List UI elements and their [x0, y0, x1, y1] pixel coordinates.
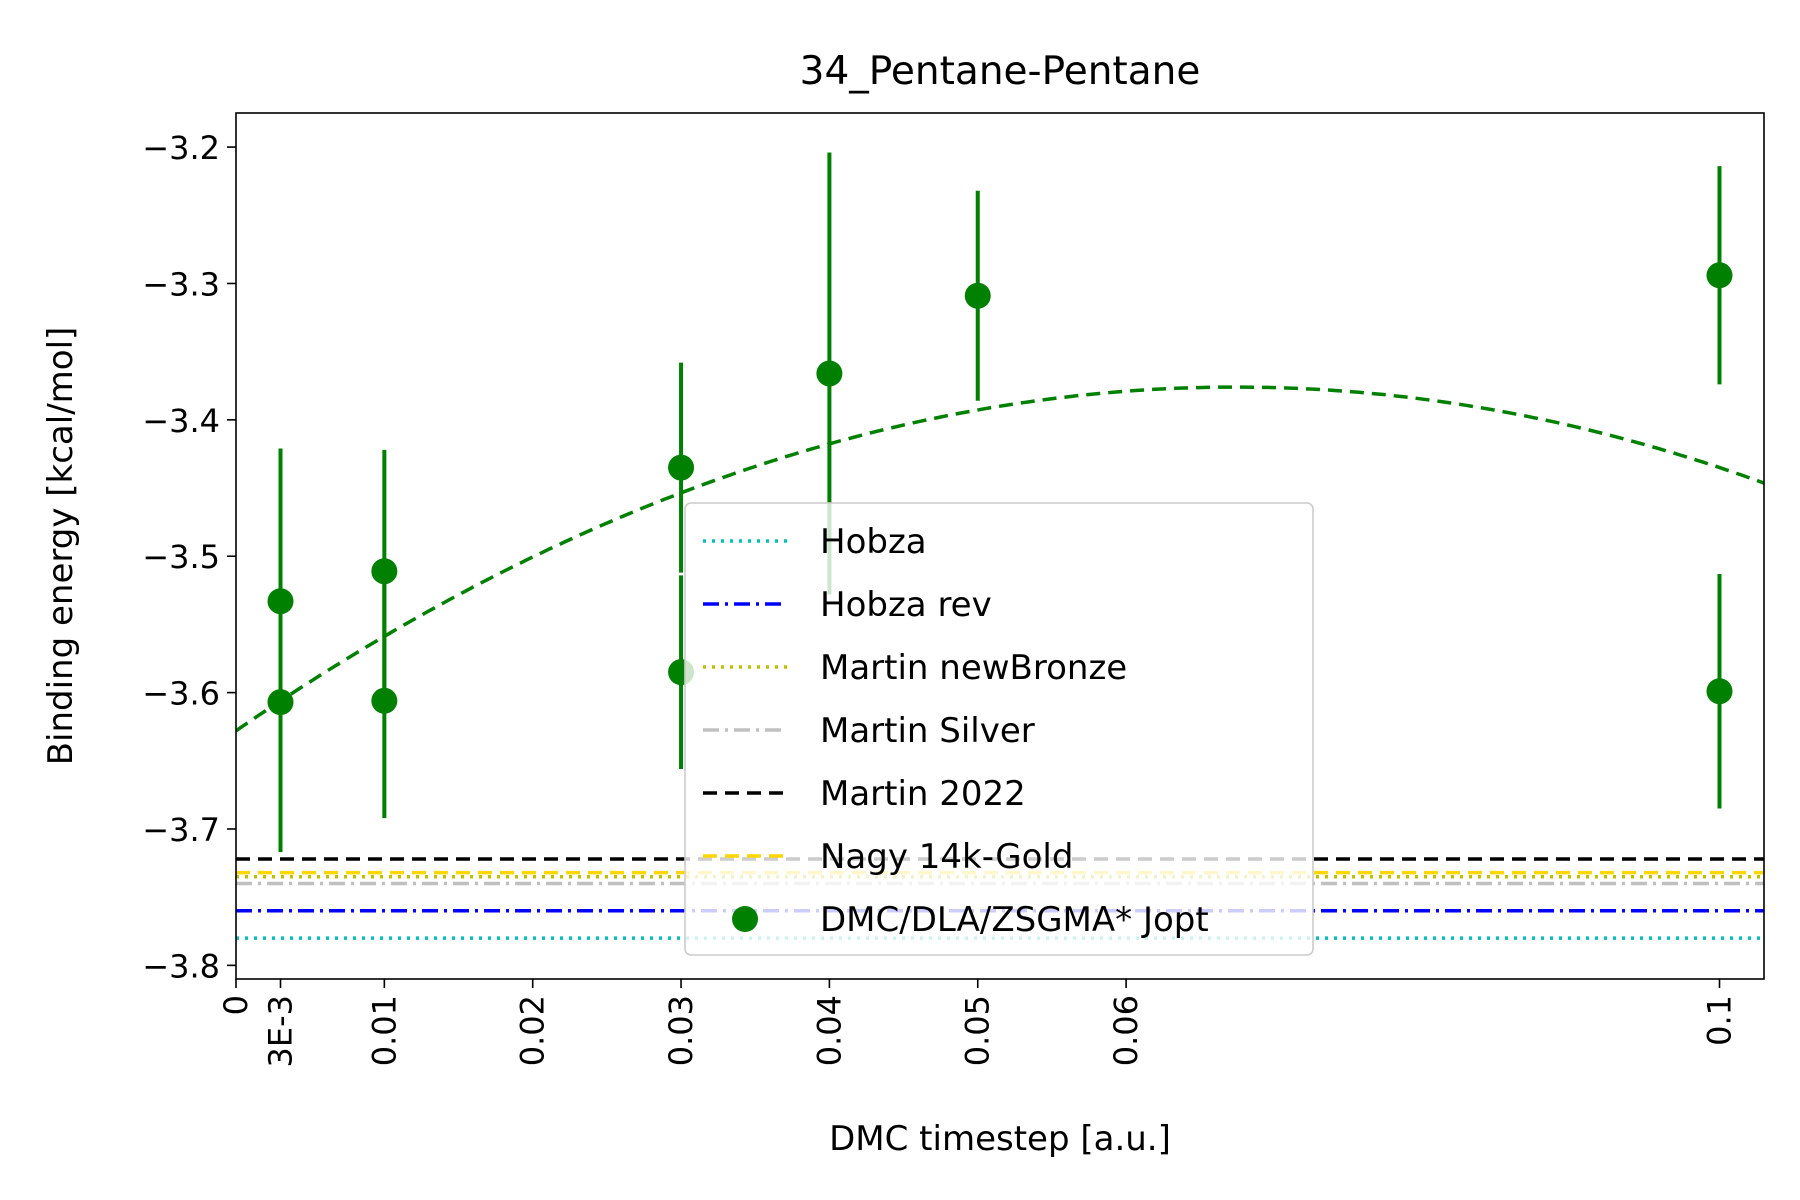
legend-label-1: Hobza rev [820, 585, 992, 625]
y-tick-label-1: −3.3 [142, 265, 220, 303]
legend-marker-6 [732, 906, 758, 932]
legend-label-3: Martin Silver [820, 711, 1035, 751]
legend-label-0: Hobza [820, 522, 927, 562]
data-point-3 [371, 687, 398, 714]
x-tick-label-7: 0.06 [1107, 995, 1145, 1066]
legend-label-2: Martin newBronze [820, 648, 1127, 688]
y-tick-label-0: −3.2 [142, 129, 220, 167]
chart-title: 34_Pentane-Pentane [800, 49, 1201, 94]
data-point-4 [668, 454, 695, 481]
legend-label-5: Nagy 14k-Gold [820, 837, 1073, 877]
x-tick-label-5: 0.04 [810, 995, 848, 1066]
fit-curve [236, 385, 1764, 733]
y-tick-label-5: −3.7 [142, 811, 220, 849]
x-axis-label: DMC timestep [a.u.] [829, 1119, 1171, 1159]
x-tick-label-0: 0 [217, 995, 255, 1015]
legend: Hobza Hobza rev Martin newBronze Martin Sil… [684, 502, 1314, 956]
data-point-7 [964, 282, 991, 309]
x-tick-label-8: 0.1 [1700, 995, 1738, 1046]
y-tick-label-2: −3.4 [142, 402, 220, 440]
legend-label-6: DMC/DLA/ZSGMA* Jopt [820, 900, 1209, 940]
x-tick-label-6: 0.05 [959, 995, 997, 1066]
legend-box [684, 502, 1314, 956]
legend-label-4: Martin 2022 [820, 774, 1026, 814]
y-axis: −3.2 −3.3 −3.4 −3.5 −3.6 −3.7 −3.8 [142, 129, 236, 985]
data-point-1 [267, 689, 294, 716]
x-axis: 0 3E-3 0.01 0.02 0.03 0.04 0.05 0.06 0.1 [217, 979, 1738, 1067]
x-tick-label-1: 3E-3 [262, 995, 300, 1067]
data-point-8 [1706, 262, 1733, 289]
data-point-2 [371, 558, 398, 585]
x-tick-label-4: 0.03 [662, 995, 700, 1066]
y-tick-label-4: −3.6 [142, 675, 220, 713]
x-tick-label-3: 0.02 [514, 995, 552, 1066]
axes-frame [235, 112, 1765, 980]
y-tick-label-6: −3.8 [142, 947, 220, 985]
y-tick-label-3: −3.5 [142, 538, 220, 576]
x-tick-label-2: 0.01 [365, 995, 403, 1066]
data-point-6 [816, 360, 843, 387]
y-axis-label: Binding energy [kcal/mol] [41, 327, 81, 766]
data-point-9 [1706, 678, 1733, 705]
data-point-0 [267, 588, 294, 615]
